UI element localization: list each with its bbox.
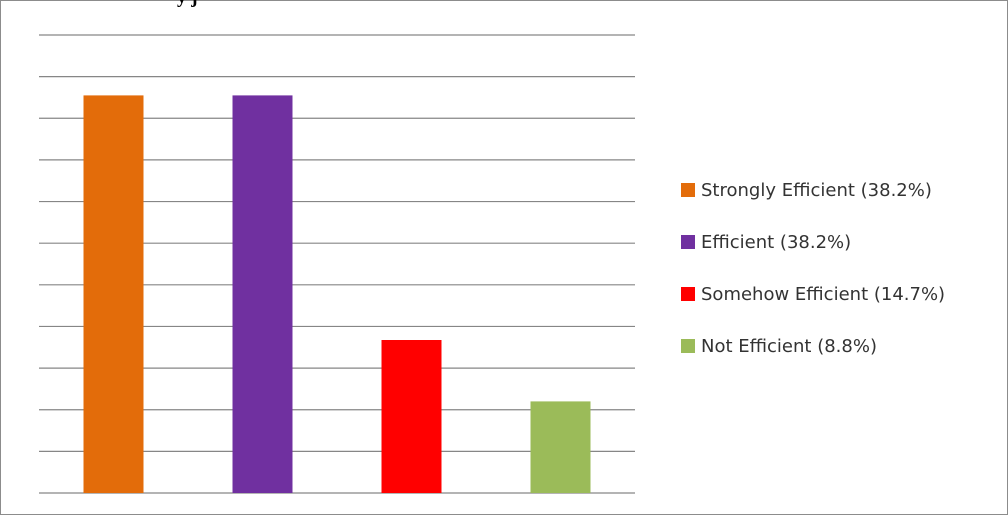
bar-3 bbox=[530, 401, 591, 493]
bars bbox=[83, 95, 591, 494]
bar-0 bbox=[83, 95, 144, 494]
bar-2 bbox=[381, 340, 442, 493]
legend-item: Strongly Efficient (38.2%) bbox=[681, 177, 945, 203]
legend-item: Somehow Efficient (14.7%) bbox=[681, 281, 945, 307]
bar-1 bbox=[232, 95, 293, 494]
cropped-title-fragment: y j bbox=[177, 0, 417, 7]
legend-label: Not Efficient (8.8%) bbox=[701, 335, 877, 357]
legend-swatch-1 bbox=[681, 235, 695, 249]
legend-label: Strongly Efficient (38.2%) bbox=[701, 179, 932, 201]
legend-label: Somehow Efficient (14.7%) bbox=[701, 283, 946, 305]
legend-swatch-0 bbox=[681, 183, 695, 197]
legend-label: Efficient (38.2%) bbox=[701, 231, 852, 253]
legend: Strongly Efficient (38.2%) Efficient (38… bbox=[681, 177, 945, 385]
legend-item: Not Efficient (8.8%) bbox=[681, 333, 945, 359]
legend-swatch-3 bbox=[681, 339, 695, 353]
legend-item: Efficient (38.2%) bbox=[681, 229, 945, 255]
legend-swatch-2 bbox=[681, 287, 695, 301]
